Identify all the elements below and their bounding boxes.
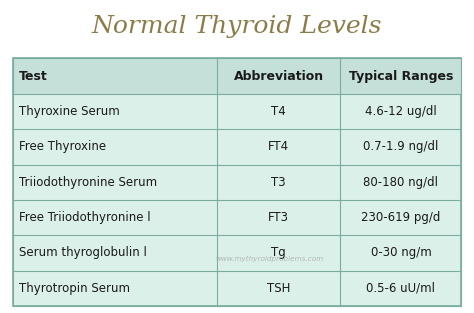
Text: T4: T4 <box>271 105 286 118</box>
Text: Serum thyroglobulin l: Serum thyroglobulin l <box>18 247 146 259</box>
Text: 0.5-6 uU/ml: 0.5-6 uU/ml <box>366 282 436 295</box>
Text: T3: T3 <box>271 176 286 189</box>
Text: 230-619 pg/d: 230-619 pg/d <box>361 211 440 224</box>
Text: Free Triiodothyronine l: Free Triiodothyronine l <box>18 211 150 224</box>
Text: Normal Thyroid Levels: Normal Thyroid Levels <box>92 15 382 38</box>
Text: FT3: FT3 <box>268 211 289 224</box>
Text: FT4: FT4 <box>268 140 289 153</box>
Text: Tg: Tg <box>271 247 286 259</box>
Text: TSH: TSH <box>267 282 290 295</box>
Text: 4.6-12 ug/dl: 4.6-12 ug/dl <box>365 105 437 118</box>
Bar <box>12 58 462 94</box>
Text: Thyrotropin Serum: Thyrotropin Serum <box>18 282 130 295</box>
Text: Abbreviation: Abbreviation <box>234 69 324 83</box>
Text: Test: Test <box>18 69 47 83</box>
Text: 0-30 ng/m: 0-30 ng/m <box>371 247 431 259</box>
Text: 0.7-1.9 ng/dl: 0.7-1.9 ng/dl <box>363 140 438 153</box>
Text: Free Thyroxine: Free Thyroxine <box>18 140 106 153</box>
Text: Typical Ranges: Typical Ranges <box>349 69 453 83</box>
Text: Triiodothyronine Serum: Triiodothyronine Serum <box>18 176 157 189</box>
Text: Thyroxine Serum: Thyroxine Serum <box>18 105 119 118</box>
Bar <box>12 58 462 306</box>
Text: 80-180 ng/dl: 80-180 ng/dl <box>364 176 438 189</box>
Text: www.mythyroidproblems.com: www.mythyroidproblems.com <box>215 256 323 262</box>
